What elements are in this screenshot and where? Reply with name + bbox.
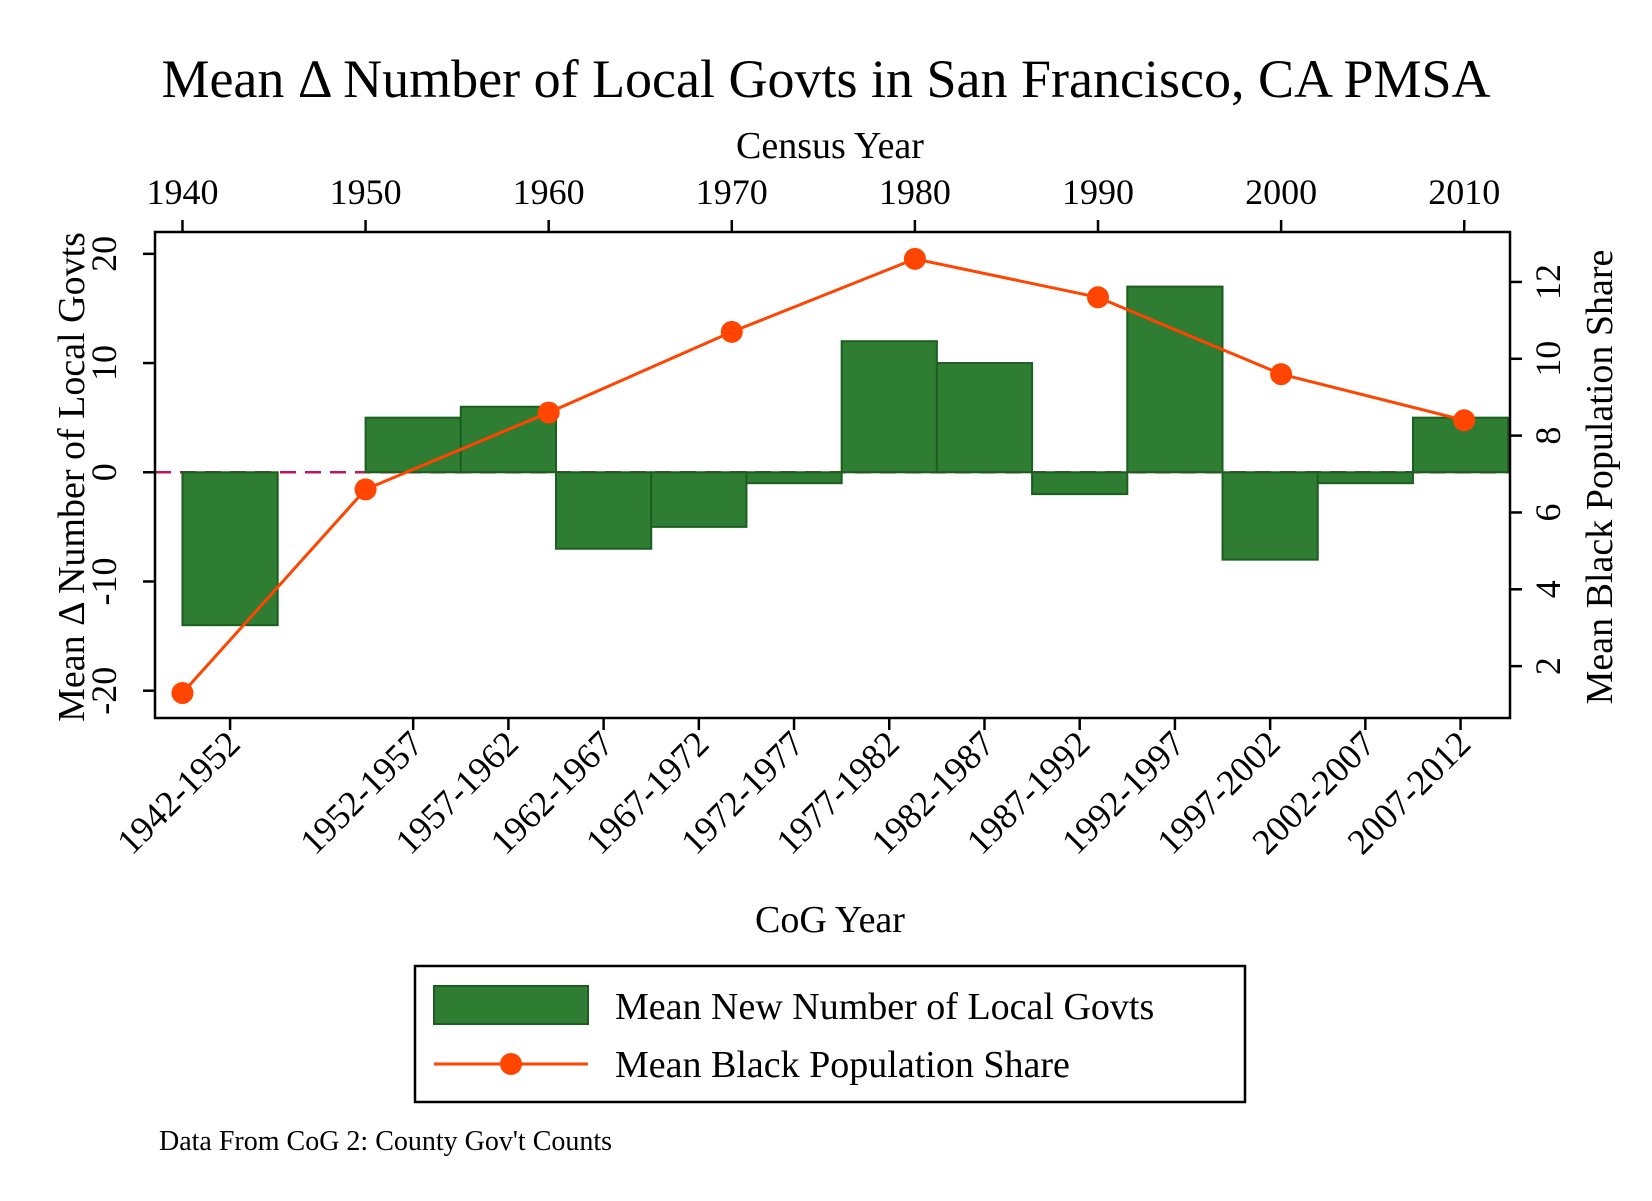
top-tick-label: 1990 (1062, 172, 1134, 212)
plot-frame (153, 230, 1512, 720)
legend-bar-swatch (433, 985, 589, 1025)
top-tick-label: 2000 (1245, 172, 1317, 212)
bottom-axis-ticks: 1942-1952 1952-19571957-19621962-19671967… (109, 718, 1478, 862)
left-axis-label: Mean Δ Number of Local Govts (51, 232, 93, 722)
right-axis-ticks: 2 4 6 8 10 12 (1510, 264, 1568, 675)
right-tick-label: 8 (1528, 427, 1568, 445)
top-tick-label: 1970 (696, 172, 768, 212)
line-series (171, 247, 1476, 705)
right-tick-label: 12 (1528, 264, 1568, 300)
bar-1952-1957 (364, 416, 462, 474)
left-tick-label: 10 (84, 345, 124, 381)
bar-1977-1982 (840, 340, 938, 474)
right-tick-label: 4 (1528, 580, 1568, 598)
plot-area (153, 230, 1512, 720)
black-share-point-1950 (354, 478, 377, 501)
left-tick-label: -20 (84, 667, 124, 715)
bar-1997-2002 (1221, 471, 1319, 561)
right-tick-label: 6 (1528, 503, 1568, 521)
bottom-tick-label: 1942-1952 (109, 723, 248, 862)
data-note: Data From CoG 2: County Gov't Counts (159, 1126, 612, 1157)
left-tick-label: -10 (84, 557, 124, 605)
bar-series (181, 285, 1510, 627)
top-tick-label: 1940 (146, 172, 218, 212)
bar-2002-2007 (1316, 471, 1414, 485)
chart-title: Mean Δ Number of Local Govts in San Fran… (161, 49, 1490, 109)
bar-1987-1992 (1031, 471, 1129, 496)
left-axis-ticks: -20 -10 0 10 20 (84, 236, 155, 715)
right-axis-label: Mean Black Population Share (1579, 250, 1621, 705)
right-tick-label: 2 (1528, 657, 1568, 675)
bottom-axis-label: CoG Year (755, 899, 905, 941)
left-tick-label: 20 (84, 236, 124, 272)
legend: Mean New Number of Local Govts Mean Blac… (413, 964, 1247, 1104)
black-share-point-2000 (1270, 363, 1293, 386)
black-share-point-1970 (720, 320, 743, 343)
black-share-point-1990 (1087, 286, 1110, 309)
black-share-point-2010 (1453, 409, 1476, 432)
bar-1942-1952 (181, 471, 279, 627)
bar-1972-1977 (745, 471, 843, 485)
top-tick-label: 2010 (1428, 172, 1500, 212)
bar-1982-1987 (935, 362, 1034, 474)
legend-line-marker (500, 1053, 522, 1075)
black-share-point-1940 (171, 682, 194, 705)
legend-line-label: Mean Black Population Share (615, 1044, 1070, 1086)
left-tick-label: 0 (84, 463, 124, 481)
top-tick-label: 1980 (879, 172, 951, 212)
top-axis-label: Census Year (736, 125, 924, 167)
right-tick-label: 10 (1528, 341, 1568, 377)
top-tick-label: 1950 (330, 172, 402, 212)
top-axis-ticks: 1940 1950 1960 1970 1980 1990 2000 2010 (146, 172, 1500, 232)
black-share-point-1980 (903, 247, 926, 270)
bar-1967-1972 (650, 471, 748, 528)
black-share-point-1960 (537, 401, 560, 424)
bar-1962-1967 (555, 471, 653, 550)
top-tick-label: 1960 (513, 172, 585, 212)
legend-bar-label: Mean New Number of Local Govts (615, 986, 1154, 1028)
black-share-line (181, 257, 1465, 695)
